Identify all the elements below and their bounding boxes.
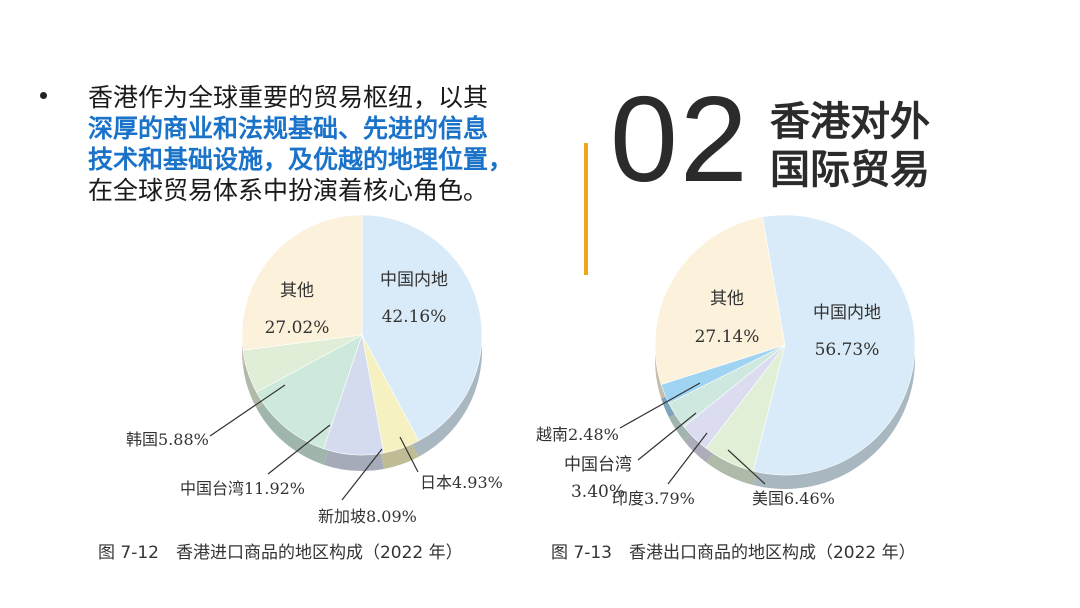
- section-title-line-1: 香港对外: [770, 99, 930, 145]
- slice-value-label: 42.16%: [382, 307, 447, 327]
- slice-value-label: 27.14%: [695, 327, 760, 347]
- bullet-highlight-2: 技术和基础设施，及优越的地理位置，: [88, 145, 514, 174]
- slice-label: 日本4.93%: [420, 473, 503, 492]
- leader-line: [267, 424, 331, 475]
- leader-line: [637, 412, 697, 461]
- slice-value-label: 27.02%: [265, 318, 330, 338]
- pie-slice: [361, 214, 483, 442]
- bullet-line-1: 香港作为全球重要的贸易枢纽，以其: [88, 83, 489, 112]
- slice-value-label: 3.40%: [571, 482, 625, 502]
- leader-line: [667, 432, 708, 485]
- leader-line: [399, 436, 419, 473]
- accent-divider: [584, 143, 588, 275]
- pie-slice: [256, 334, 363, 450]
- leader-line: [209, 384, 286, 437]
- slice-name-label: 其他: [280, 281, 314, 301]
- section-number: 02: [610, 71, 750, 207]
- import-chart-caption: 图 7-12 香港进口商品的地区构成（2022 年）: [98, 543, 463, 563]
- bullet-dot-icon: [40, 92, 47, 99]
- bullet-text: 香港作为全球重要的贸易枢纽，以其 深厚的商业和法规基础、先进的信息 技术和基础设…: [88, 82, 580, 206]
- slice-name-label: 中国内地: [813, 303, 881, 323]
- bullet-line-4: 在全球贸易体系中扮演着核心角色。: [88, 176, 489, 205]
- section-title-line-2: 国际贸易: [770, 147, 930, 193]
- pie-slice: [654, 216, 786, 385]
- leader-line: [619, 382, 701, 429]
- slice-label: 越南2.48%: [536, 425, 619, 444]
- slice-label: 美国6.46%: [752, 489, 835, 508]
- leader-line: [341, 448, 383, 501]
- slice-name-label: 其他: [710, 289, 744, 309]
- slice-name-label: 中国内地: [380, 270, 448, 290]
- slice-value-label: 56.73%: [815, 340, 880, 360]
- bullet-highlight-1: 深厚的商业和法规基础、先进的信息: [88, 114, 489, 143]
- section-title: 香港对外 国际贸易: [770, 98, 970, 194]
- pie-slice: [241, 214, 363, 351]
- bullet-paragraph: 香港作为全球重要的贸易枢纽，以其 深厚的商业和法规基础、先进的信息 技术和基础设…: [40, 82, 580, 206]
- export-chart-caption: 图 7-13 香港出口商品的地区构成（2022 年）: [551, 543, 916, 563]
- pie-slice: [752, 214, 916, 476]
- slice-label: 新加坡8.09%: [318, 507, 417, 526]
- slice-label: 印度3.79%: [612, 489, 695, 508]
- leader-line: [727, 449, 766, 485]
- slice-label: 韩国5.88%: [126, 430, 209, 449]
- slice-label: 中国台湾11.92%: [180, 479, 305, 498]
- slice-name-label: 中国台湾: [564, 455, 632, 475]
